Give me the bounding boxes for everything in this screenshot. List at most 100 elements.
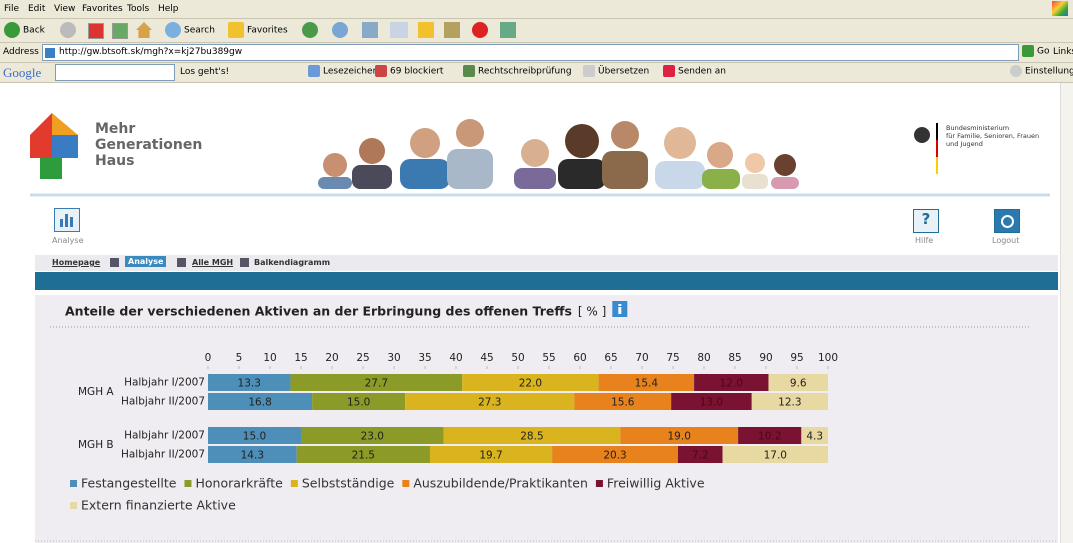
x-tick-label: 30	[387, 352, 400, 364]
chart-unit: [ % ]	[578, 305, 606, 319]
x-tick-label: 75	[666, 352, 679, 364]
value-label: 9.6	[790, 378, 807, 390]
translate-button[interactable]: Übersetzen	[580, 65, 649, 77]
breadcrumb-sep	[240, 258, 249, 267]
people-photo	[318, 119, 799, 189]
search-label: Search	[184, 26, 215, 36]
page: File Edit View Favorites Tools Help Back…	[0, 0, 1073, 543]
menu-file[interactable]: File	[4, 4, 19, 14]
extra-button[interactable]	[500, 22, 516, 38]
mail-button[interactable]	[332, 22, 348, 38]
ministry-logo	[914, 123, 938, 174]
analyse-label: Analyse	[52, 236, 84, 245]
page-icon	[45, 48, 55, 58]
settings-button[interactable]: Einstellungen	[1007, 65, 1073, 77]
stop-button[interactable]	[88, 23, 104, 39]
ministry-text: Bundesministerium	[946, 124, 1009, 132]
category-label: Halbjahr II/2007	[121, 396, 205, 408]
value-label: 28.5	[520, 431, 543, 443]
breadcrumb-link[interactable]: Homepage	[52, 258, 100, 267]
value-label: 19.0	[668, 431, 691, 443]
legend-label: Auszubildende/Praktikanten	[413, 476, 588, 491]
google-search-field[interactable]	[55, 64, 175, 81]
x-tick-label: 10	[263, 352, 276, 364]
forward-button[interactable]	[60, 22, 79, 38]
value-label: 12.3	[778, 397, 801, 409]
menu-help[interactable]: Help	[158, 4, 179, 14]
menu-edit[interactable]: Edit	[28, 4, 45, 14]
menu-view[interactable]: View	[54, 4, 75, 14]
x-tick-label: 5	[236, 352, 243, 364]
menu-favorites[interactable]: Favorites	[82, 4, 123, 14]
value-label: 22.0	[519, 378, 542, 390]
windows-logo	[1052, 1, 1068, 16]
ministry-text: für Familie, Senioren, Frauen	[946, 132, 1039, 140]
go-label: Go	[1037, 47, 1049, 57]
breadcrumb-link[interactable]: Alle MGH	[192, 258, 233, 267]
legend-label: Festangestellte	[81, 476, 177, 491]
links-button[interactable]: Links	[1053, 47, 1073, 57]
value-label: 23.0	[361, 431, 384, 443]
go-button[interactable]: Go	[1022, 45, 1049, 57]
logout-icon[interactable]	[994, 209, 1020, 233]
blue-band	[35, 272, 1058, 290]
scrollbar[interactable]	[1060, 83, 1073, 543]
legend-swatch	[291, 480, 298, 487]
x-tick-label: 100	[818, 352, 838, 364]
logo-house	[30, 113, 78, 179]
bookmarks-label: Lesezeichen	[323, 67, 378, 77]
popup-blocker[interactable]: 69 blockiert	[372, 65, 443, 77]
value-label: 27.7	[365, 378, 388, 390]
x-tick-label: 80	[697, 352, 710, 364]
legend-label: Extern finanzierte Aktive	[81, 498, 236, 513]
info-icon[interactable]	[612, 301, 627, 317]
value-label: 27.3	[478, 397, 501, 409]
legend-swatch	[402, 480, 409, 487]
x-tick-label: 70	[635, 352, 648, 364]
home-button[interactable]	[136, 22, 152, 38]
search-button[interactable]: Search	[165, 22, 215, 38]
x-tick-label: 40	[449, 352, 462, 364]
group-label: MGH A	[78, 386, 114, 398]
history-button[interactable]	[302, 22, 318, 38]
help-label: Hilfe	[915, 236, 933, 245]
folder-button[interactable]	[418, 22, 434, 38]
legend-swatch	[70, 480, 77, 487]
breadcrumb-sep	[177, 258, 186, 267]
favorites-button[interactable]: Favorites	[228, 22, 288, 38]
x-tick-label: 15	[294, 352, 307, 364]
x-tick-label: 55	[542, 352, 555, 364]
settings-label: Einstellungen	[1025, 67, 1073, 77]
edit-button[interactable]	[390, 22, 408, 38]
breadcrumb-current[interactable]: Analyse	[125, 256, 166, 267]
url: http://gw.btsoft.sk/mgh?x=kj27bu389gw	[59, 47, 242, 57]
x-tick-label: 45	[480, 352, 493, 364]
site-header: Mehr Generationen Haus Bundesministerium…	[0, 83, 1058, 213]
spelling-button[interactable]: Rechtschreibprüfung	[460, 65, 572, 77]
chart: Anteile der verschiedenen Aktiven an der…	[0, 295, 1060, 543]
x-tick-label: 95	[790, 352, 803, 364]
back-button[interactable]: Back	[4, 22, 45, 38]
send-label: Senden an	[678, 67, 726, 77]
research-button[interactable]	[444, 22, 460, 38]
send-button[interactable]: Senden an	[660, 65, 726, 77]
value-label: 14.3	[241, 450, 264, 462]
google-search-button[interactable]: Los geht's!	[180, 67, 229, 77]
value-label: 17.0	[764, 450, 787, 462]
logo-text: Generationen	[95, 137, 202, 153]
help-icon[interactable]: ?	[913, 209, 939, 233]
favorites-label: Favorites	[247, 26, 288, 36]
analyse-icon[interactable]	[54, 208, 80, 232]
address-bar: Address http://gw.btsoft.sk/mgh?x=kj27bu…	[0, 43, 1073, 63]
menu-tools[interactable]: Tools	[127, 4, 149, 14]
breadcrumb-sep	[110, 258, 119, 267]
x-tick-label: 20	[325, 352, 338, 364]
bookmarks-button[interactable]: Lesezeichen	[305, 65, 378, 77]
legend-swatch	[70, 502, 77, 509]
logo-text: Haus	[95, 153, 134, 169]
messenger-button[interactable]	[472, 22, 488, 38]
value-label: 13.3	[238, 378, 261, 390]
refresh-button[interactable]	[112, 23, 128, 39]
address-field[interactable]: http://gw.btsoft.sk/mgh?x=kj27bu389gw	[42, 44, 1019, 61]
print-button[interactable]	[362, 22, 378, 38]
